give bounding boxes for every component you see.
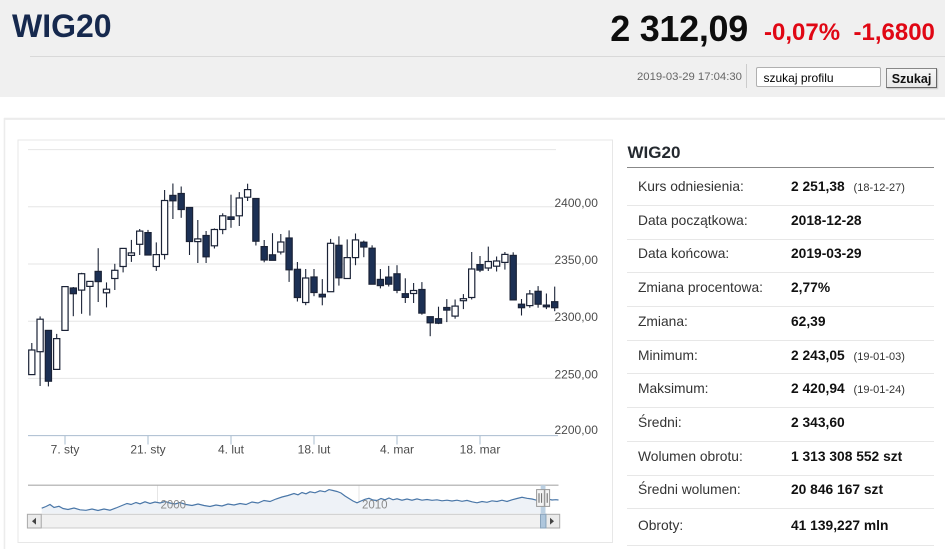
- svg-text:7. sty: 7. sty: [51, 443, 80, 457]
- svg-text:18. mar: 18. mar: [460, 443, 501, 457]
- svg-text:2400,00: 2400,00: [555, 196, 599, 210]
- svg-text:2250,00: 2250,00: [555, 367, 599, 381]
- svg-text:2010: 2010: [362, 500, 388, 512]
- svg-text:21. sty: 21. sty: [130, 443, 165, 457]
- svg-text:2300,00: 2300,00: [555, 310, 599, 324]
- svg-text:4. mar: 4. mar: [380, 443, 414, 457]
- svg-text:18. lut: 18. lut: [298, 443, 331, 457]
- svg-text:2000: 2000: [161, 500, 187, 512]
- svg-text:4. lut: 4. lut: [218, 443, 245, 457]
- svg-text:2350,00: 2350,00: [555, 253, 599, 267]
- svg-text:2200,00: 2200,00: [555, 423, 599, 437]
